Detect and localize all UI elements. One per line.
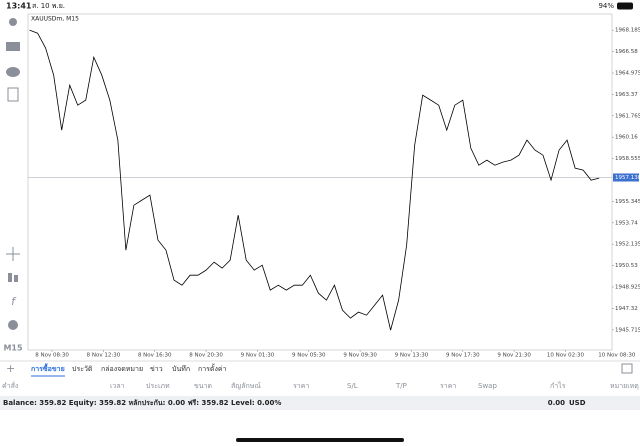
indicator-icon[interactable]	[7, 87, 19, 102]
y-tick-label: 1955.345	[615, 199, 640, 205]
x-tick-label: 9 Nov 13:30	[395, 353, 429, 359]
column-header: T/P	[395, 382, 407, 390]
column-header: หมายเหตุ	[610, 382, 639, 390]
account-summary: Balance: 359.82 Equity: 359.82 หลักประกั…	[3, 399, 281, 407]
column-header: Swap	[478, 382, 497, 390]
add-button[interactable]: +	[6, 362, 15, 375]
column-header: ราคา	[293, 382, 309, 390]
column-header: ขนาด	[194, 382, 212, 390]
tab[interactable]: บันทึก	[172, 364, 190, 373]
y-tick-label: 1964.975	[615, 71, 640, 77]
y-tick-label: 1963.37	[615, 92, 638, 98]
chart-symbol: XAUUSDm, M15	[31, 16, 79, 23]
y-tick-label: 1947.32	[615, 306, 638, 312]
x-tick-label: 8 Nov 16:30	[138, 353, 172, 359]
x-tick-label: 9 Nov 21:30	[497, 353, 531, 359]
column-header: สัญลักษณ์	[231, 382, 261, 390]
x-tick-label: 8 Nov 12:30	[87, 353, 121, 359]
x-tick-label: 9 Nov 01:30	[241, 353, 275, 359]
tab[interactable]: ข่าว	[150, 365, 163, 373]
x-tick-label: 8 Nov 08:30	[35, 353, 69, 359]
x-tick-label: 9 Nov 17:30	[446, 353, 480, 359]
home-indicator	[236, 438, 404, 442]
column-header: ประเภท	[146, 382, 170, 390]
column-header: เวลา	[110, 382, 125, 390]
total-profit: 0.00	[548, 399, 565, 407]
x-tick-label: 8 Nov 20:30	[189, 353, 223, 359]
current-price-label: 1957.138	[615, 175, 640, 181]
y-tick-label: 1945.715	[615, 327, 640, 333]
y-tick-label: 1952.135	[615, 242, 640, 248]
x-tick-label: 9 Nov 05:30	[292, 353, 326, 359]
objects-icon[interactable]	[8, 320, 18, 330]
panel-icon[interactable]	[621, 363, 633, 374]
battery-icon	[617, 2, 633, 10]
tab[interactable]: การซื้อขาย	[31, 362, 65, 373]
y-tick-label: 1960.16	[615, 135, 638, 141]
tab[interactable]: ประวัติ	[72, 365, 93, 373]
candle-icon[interactable]	[8, 273, 12, 282]
battery-level: 94%	[598, 2, 614, 10]
column-header: กำไร	[550, 381, 566, 390]
candle-icon[interactable]	[14, 275, 18, 282]
chart-frame	[27, 13, 613, 351]
column-header: คำสั่ง	[2, 381, 18, 390]
tab[interactable]: การตั้งค่า	[198, 362, 227, 373]
y-tick-label: 1961.765	[615, 113, 640, 119]
crosshair-icon[interactable]	[6, 247, 20, 261]
x-tick-label: 10 Nov 02:30	[547, 353, 585, 359]
price-line	[29, 29, 600, 331]
y-tick-label: 1968.185	[615, 28, 640, 34]
function-icon[interactable]: f	[11, 295, 17, 308]
status-date: ส. 10 พ.ย.	[32, 2, 65, 10]
y-tick-label: 1966.58	[615, 49, 638, 55]
y-tick-label: 1950.53	[615, 263, 638, 269]
chat-icon[interactable]	[6, 67, 20, 77]
balance-row-bg	[0, 396, 640, 410]
y-tick-label: 1948.925	[615, 285, 640, 291]
x-tick-label: 9 Nov 09:30	[343, 353, 377, 359]
profit-currency: USD	[569, 399, 586, 407]
current-price-badge	[613, 173, 639, 182]
x-tick-label: 10 Nov 08:30	[598, 353, 636, 359]
trade-icon[interactable]	[6, 42, 20, 51]
left-toolbar: f M15	[3, 18, 23, 353]
y-tick-label: 1958.555	[615, 156, 640, 162]
account-icon[interactable]	[9, 18, 17, 26]
column-header: S/L	[347, 382, 358, 390]
timeframe-button[interactable]: M15	[3, 344, 23, 353]
tab[interactable]: กล่องจดหมาย	[101, 365, 143, 373]
y-tick-label: 1953.74	[615, 220, 638, 226]
status-time: 13:41	[6, 2, 32, 11]
column-header: ราคา	[440, 382, 456, 390]
